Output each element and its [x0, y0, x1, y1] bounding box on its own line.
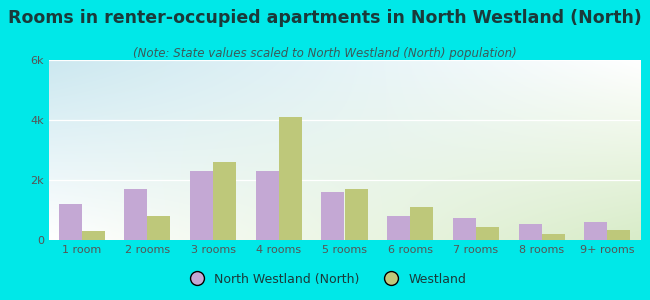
Bar	[148, 216, 170, 240]
Bar	[213, 162, 236, 240]
Text: Rooms in renter-occupied apartments in North Westland (North): Rooms in renter-occupied apartments in N…	[8, 9, 642, 27]
Bar	[476, 226, 499, 240]
Bar	[124, 189, 148, 240]
Bar	[607, 230, 630, 240]
Bar	[453, 218, 476, 240]
Bar	[279, 117, 302, 240]
Bar	[344, 189, 367, 240]
Bar	[584, 222, 607, 240]
Text: (Note: State values scaled to North Westland (North) population): (Note: State values scaled to North West…	[133, 46, 517, 59]
Bar	[519, 224, 541, 240]
Bar	[190, 171, 213, 240]
Bar	[256, 171, 279, 240]
Bar	[322, 192, 344, 240]
Bar	[58, 204, 82, 240]
Bar	[387, 216, 410, 240]
Bar	[541, 234, 565, 240]
Bar	[82, 231, 105, 240]
Bar	[410, 207, 433, 240]
Legend: North Westland (North), Westland: North Westland (North), Westland	[179, 268, 471, 291]
